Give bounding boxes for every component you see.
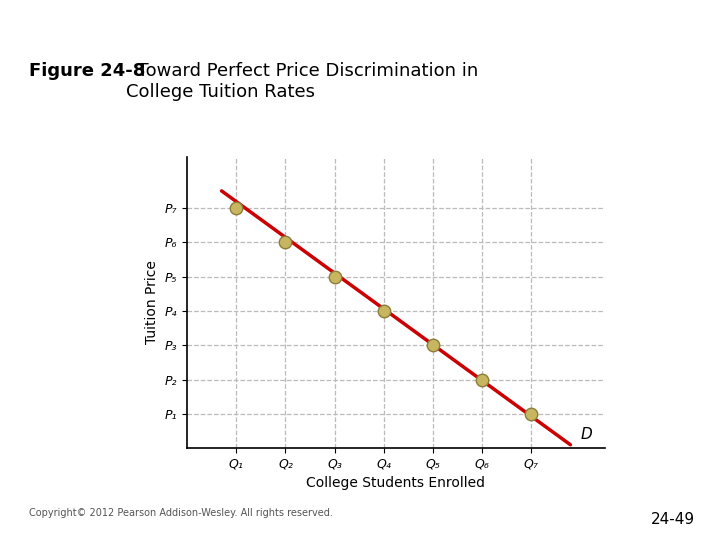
Text: Toward Perfect Price Discrimination in
College Tuition Rates: Toward Perfect Price Discrimination in C… (126, 62, 478, 101)
X-axis label: College Students Enrolled: College Students Enrolled (307, 476, 485, 490)
Text: Figure 24-8: Figure 24-8 (29, 62, 145, 80)
Text: Copyright© 2012 Pearson Addison-Wesley. All rights reserved.: Copyright© 2012 Pearson Addison-Wesley. … (29, 508, 333, 518)
Text: 24-49: 24-49 (651, 512, 696, 527)
Text: D: D (580, 427, 592, 442)
Y-axis label: Tuition Price: Tuition Price (145, 260, 159, 345)
